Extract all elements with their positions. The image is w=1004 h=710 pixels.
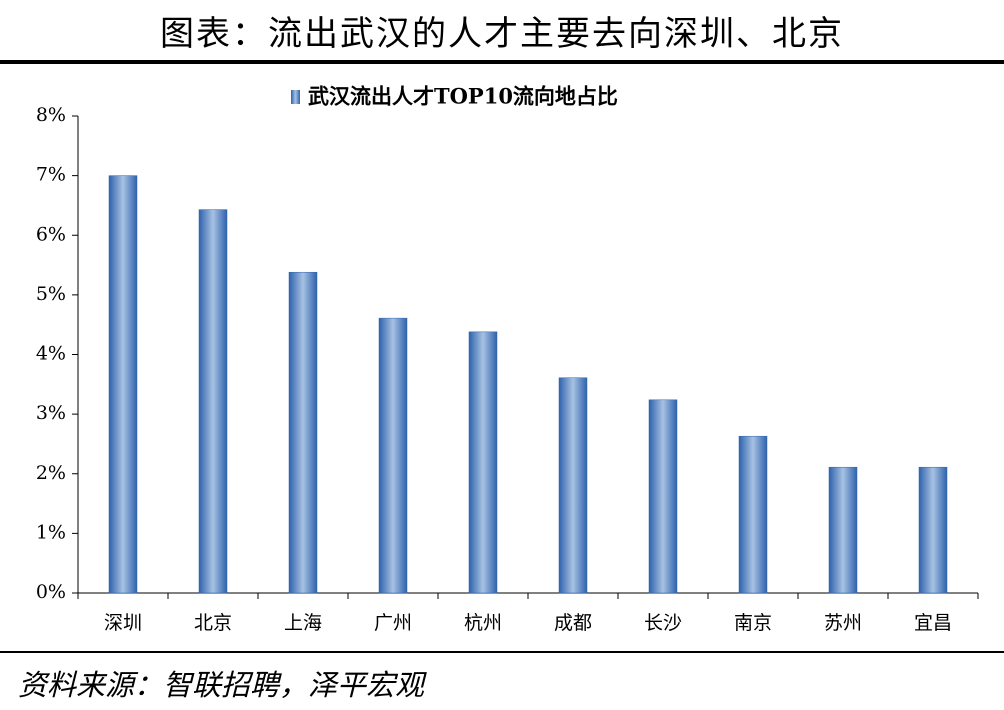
- x-tick-label: 长沙: [644, 612, 682, 634]
- x-tick-label: 南京: [734, 612, 772, 634]
- legend-label: 武汉流出人才TOP10流向地占比: [308, 84, 618, 109]
- x-tick-label: 成都: [554, 612, 592, 634]
- page-title: 图表：流出武汉的人才主要去向深圳、北京: [160, 14, 844, 54]
- bar: [738, 435, 768, 594]
- bar: [468, 331, 498, 594]
- bar: [648, 399, 678, 594]
- bar: [918, 466, 948, 594]
- bar: [378, 317, 408, 594]
- footer-rule: [0, 651, 1004, 653]
- y-tick-label: 4%: [36, 343, 66, 365]
- x-tick-label: 宜昌: [914, 612, 952, 634]
- source-note: 资料来源：智联招聘，泽平宏观: [18, 668, 425, 702]
- bar: [288, 271, 318, 594]
- y-tick-label: 2%: [36, 462, 66, 484]
- x-tick-label: 苏州: [824, 612, 862, 634]
- y-tick-label: 6%: [36, 223, 66, 245]
- bar: [828, 466, 858, 594]
- x-tick-label: 北京: [194, 612, 232, 634]
- y-tick-label: 3%: [36, 402, 66, 424]
- legend-swatch: [291, 90, 300, 104]
- x-tick-label: 杭州: [464, 612, 502, 634]
- x-tick-label: 深圳: [104, 612, 142, 634]
- bar: [108, 175, 138, 594]
- y-tick-label: 0%: [36, 581, 66, 603]
- x-tick-label: 广州: [374, 612, 412, 634]
- header-rule: [0, 60, 1004, 64]
- bar: [198, 209, 228, 594]
- x-tick-label: 上海: [284, 612, 322, 634]
- bar: [558, 377, 588, 594]
- y-tick-label: 5%: [36, 283, 66, 305]
- y-tick-label: 1%: [36, 521, 66, 543]
- y-tick-label: 8%: [36, 104, 66, 126]
- y-tick-label: 7%: [36, 164, 66, 186]
